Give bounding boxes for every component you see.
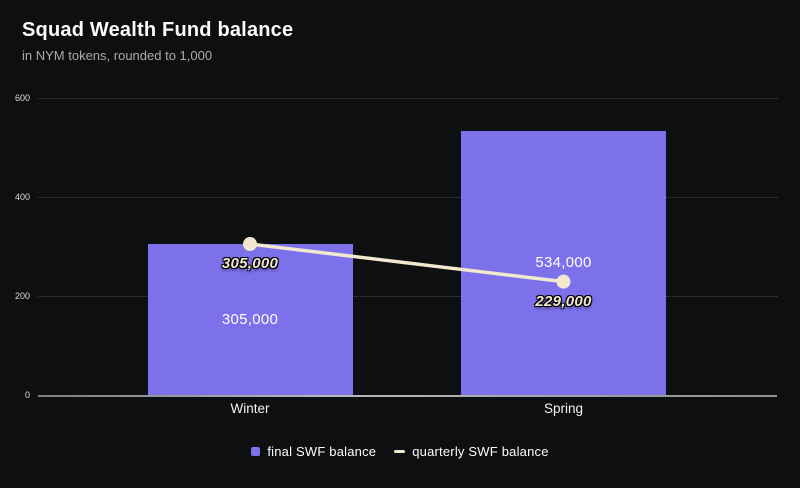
plot-area: 305,000 534,000 305,000 229,000 Winter Spring (38, 98, 777, 416)
line-value-label-winter: 305,000 (221, 255, 279, 273)
legend-label: final SWF balance (267, 444, 377, 459)
chart-title: Squad Wealth Fund balance (22, 19, 294, 41)
line-point-winter[interactable] (243, 237, 257, 252)
quarterly-balance-line (249, 242, 564, 284)
bar-value-label-spring: 534,000 (535, 253, 592, 271)
bar-winter[interactable] (147, 244, 353, 395)
legend-item-final-swf-balance[interactable]: final SWF balance (251, 444, 376, 459)
x-axis-label-spring: Spring (543, 401, 584, 416)
x-axis-label-winter: Winter (230, 401, 270, 416)
legend: final SWF balance quarterly SWF balance (0, 444, 800, 459)
gridline-400 (38, 197, 777, 198)
gridline-600 (38, 98, 777, 99)
gridline-200 (38, 296, 777, 297)
bar-value-label-winter: 305,000 (221, 310, 279, 328)
line-value-label-spring: 229,000 (535, 292, 592, 310)
x-axis-zero-line (38, 395, 777, 397)
quarterly-balance-line-layer (243, 237, 571, 289)
y-tick-label-400: 400 (14, 192, 30, 202)
line-point-spring[interactable] (556, 274, 571, 289)
y-tick-label-600: 600 (14, 93, 30, 103)
chart-subtitle: in NYM tokens, rounded to 1,000 (22, 48, 213, 63)
legend-dash-icon (394, 449, 406, 454)
y-tick-label-200: 200 (14, 291, 30, 301)
legend-label: quarterly SWF balance (412, 444, 549, 459)
bar-spring[interactable] (461, 130, 666, 395)
y-tick-label-0: 0 (24, 390, 30, 400)
legend-item-quarterly-swf-balance[interactable]: quarterly SWF balance (394, 444, 548, 459)
legend-square-icon (251, 447, 261, 456)
